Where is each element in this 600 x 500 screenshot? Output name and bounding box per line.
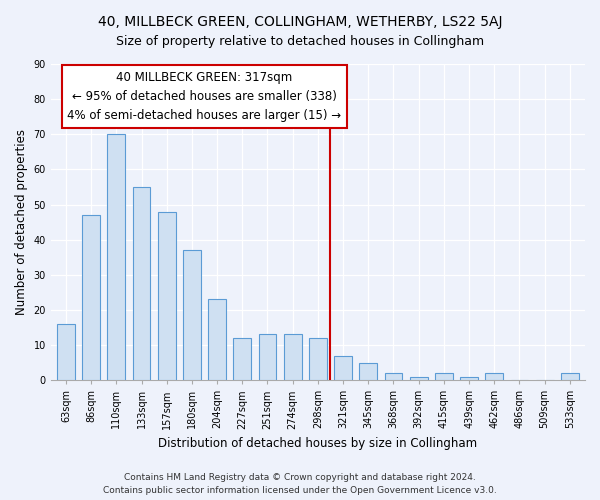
Bar: [410, 376, 428, 380]
Bar: [485, 373, 503, 380]
Text: Contains HM Land Registry data © Crown copyright and database right 2024.
Contai: Contains HM Land Registry data © Crown c…: [103, 474, 497, 495]
Bar: [561, 373, 579, 380]
Bar: [334, 356, 352, 380]
Bar: [82, 215, 100, 380]
Text: 40, MILLBECK GREEN, COLLINGHAM, WETHERBY, LS22 5AJ: 40, MILLBECK GREEN, COLLINGHAM, WETHERBY…: [98, 15, 502, 29]
Text: Size of property relative to detached houses in Collingham: Size of property relative to detached ho…: [116, 35, 484, 48]
Bar: [107, 134, 125, 380]
Bar: [460, 376, 478, 380]
Bar: [208, 300, 226, 380]
Bar: [133, 187, 151, 380]
Bar: [158, 212, 176, 380]
Bar: [183, 250, 201, 380]
Y-axis label: Number of detached properties: Number of detached properties: [15, 129, 28, 315]
Bar: [259, 334, 277, 380]
Bar: [233, 338, 251, 380]
Bar: [57, 324, 75, 380]
Bar: [359, 362, 377, 380]
Bar: [385, 373, 403, 380]
X-axis label: Distribution of detached houses by size in Collingham: Distribution of detached houses by size …: [158, 437, 478, 450]
Text: 40 MILLBECK GREEN: 317sqm
← 95% of detached houses are smaller (338)
4% of semi-: 40 MILLBECK GREEN: 317sqm ← 95% of detac…: [67, 71, 341, 122]
Bar: [309, 338, 327, 380]
Bar: [284, 334, 302, 380]
Bar: [435, 373, 453, 380]
